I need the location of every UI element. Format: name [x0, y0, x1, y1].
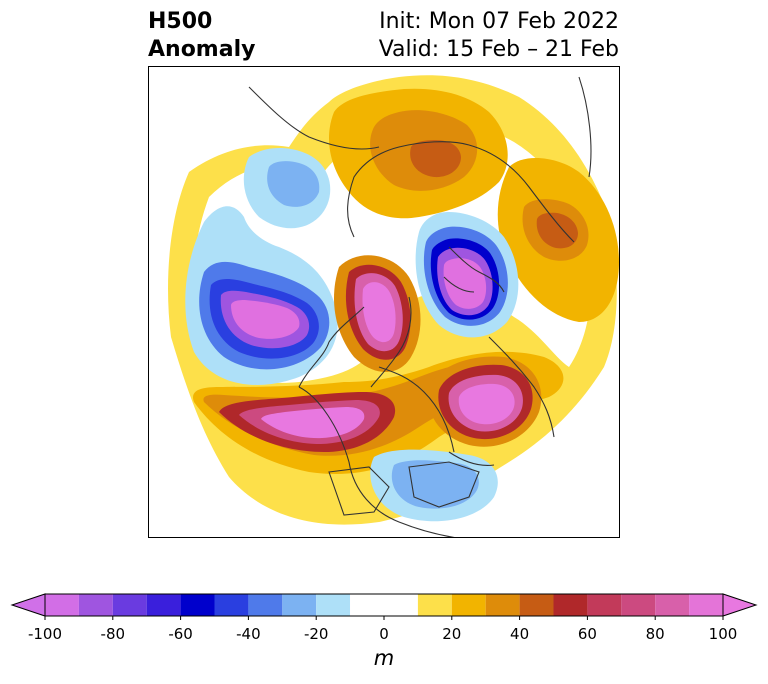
colorbar-bin — [316, 594, 351, 616]
colorbar-tick-label: 80 — [645, 625, 665, 643]
anomaly-positive-siberia-3 — [410, 140, 461, 178]
colorbar-tick-label: -80 — [100, 625, 126, 643]
anomaly-negative-scandinavia-core — [443, 258, 487, 309]
anomaly-positive-arctic-core — [362, 282, 396, 343]
colorbar-unit: m — [373, 646, 395, 670]
anomaly-positive-east-3 — [536, 212, 578, 249]
colorbar — [10, 593, 758, 620]
colorbar-bin — [689, 594, 723, 616]
colorbar-tick-label: -60 — [168, 625, 193, 643]
colorbar-tick-label: 100 — [708, 625, 738, 643]
colorbar-bin — [587, 594, 622, 616]
coastlines — [248, 76, 592, 537]
colorbar-bin — [553, 594, 588, 616]
field-title: H500 — [148, 9, 213, 34]
colorbar-bin — [621, 594, 656, 616]
colorbar-bin — [45, 594, 79, 616]
colorbar-tick-label: 40 — [510, 625, 530, 643]
title-left: H500 Anomaly — [148, 8, 255, 64]
colorbar-tick-label: -20 — [303, 625, 329, 643]
anomaly-positive-west-us-core — [261, 407, 365, 439]
anomaly-map — [168, 75, 619, 537]
colorbar-tick-label: 60 — [577, 625, 597, 643]
field-subtitle: Anomaly — [148, 37, 256, 62]
init-time: Init: Mon 07 Feb 2022 — [379, 9, 619, 34]
colorbar-bin — [214, 594, 249, 616]
colorbar-bin — [417, 594, 452, 616]
colorbar-bin — [146, 594, 181, 616]
colorbar-tick-label: 0 — [379, 625, 389, 643]
colorbar-bin — [78, 594, 113, 616]
colorbar-tick-label: -100 — [27, 625, 63, 643]
anomaly-negative-beaufort-2 — [267, 161, 320, 207]
colorbar-tick-label: 20 — [442, 625, 462, 643]
map-panel — [148, 66, 620, 538]
colorbar-bin — [655, 594, 690, 616]
colorbar-bin — [112, 594, 147, 616]
colorbar-extend-high — [722, 593, 758, 617]
anomaly-positive-atlantic-core — [458, 383, 515, 425]
title-right: Init: Mon 07 Feb 2022 Valid: 15 Feb – 21… — [379, 8, 619, 64]
colorbar-bin — [248, 594, 283, 616]
colorbar-bin — [350, 594, 418, 616]
colorbar-tick-label: -40 — [236, 625, 261, 643]
colorbar-bin — [485, 594, 520, 616]
colorbar-bin — [180, 594, 215, 616]
colorbar-bin — [451, 594, 486, 616]
colorbar-bin — [519, 594, 554, 616]
colorbar-bin — [282, 594, 317, 616]
anomaly-negative-pacific-core — [231, 300, 300, 339]
valid-period: Valid: 15 Feb – 21 Feb — [378, 37, 619, 62]
colorbar-extend-low — [10, 593, 46, 617]
